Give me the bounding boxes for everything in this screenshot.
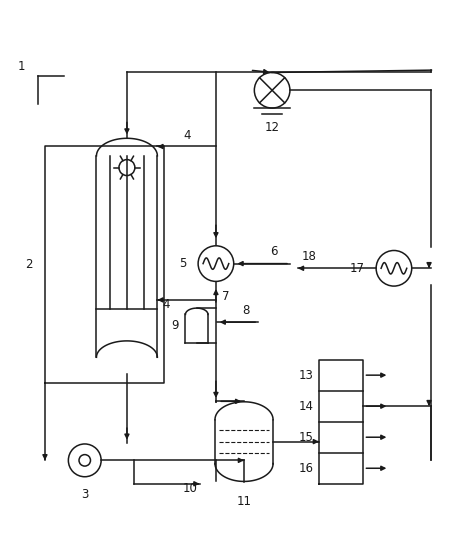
Text: 4: 4 xyxy=(162,298,170,311)
Text: 10: 10 xyxy=(182,482,198,495)
Text: 12: 12 xyxy=(264,121,280,134)
Text: 7: 7 xyxy=(222,290,230,303)
Text: 17: 17 xyxy=(349,262,365,275)
Text: 3: 3 xyxy=(81,488,89,501)
Text: 13: 13 xyxy=(299,368,313,382)
Text: 16: 16 xyxy=(298,462,313,475)
Text: 9: 9 xyxy=(171,319,178,332)
Text: 8: 8 xyxy=(243,304,250,317)
Text: 18: 18 xyxy=(302,250,317,263)
Text: 14: 14 xyxy=(298,400,313,413)
Text: 2: 2 xyxy=(25,258,32,271)
Text: 11: 11 xyxy=(237,496,252,508)
Text: 6: 6 xyxy=(270,245,277,258)
Text: 1: 1 xyxy=(18,60,25,73)
Text: 5: 5 xyxy=(179,257,186,270)
Text: 4: 4 xyxy=(183,129,191,142)
Text: 15: 15 xyxy=(299,431,313,444)
